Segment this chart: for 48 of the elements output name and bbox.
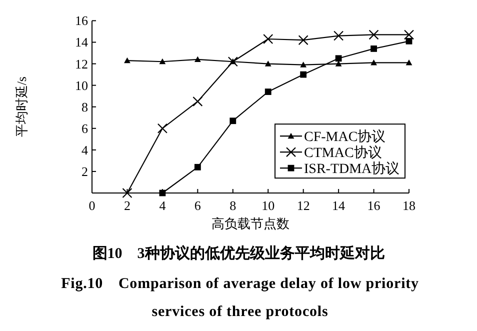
x-tick-label: 16 [367, 198, 381, 213]
y-tick-label: 12 [75, 56, 88, 72]
y-tick-label: 6 [82, 120, 88, 136]
x-tick-label: 18 [402, 198, 416, 213]
point [230, 118, 236, 124]
point [157, 123, 168, 134]
point [406, 60, 412, 66]
point [263, 34, 274, 44]
x-tick-label: 10 [262, 198, 275, 213]
point [264, 60, 272, 66]
x-tick-label: 12 [296, 198, 310, 213]
point [264, 88, 272, 95]
x-tick-label: 2 [124, 198, 130, 213]
x-tick-label: 8 [230, 198, 236, 213]
legend-label: CTMAC协议 [304, 145, 382, 162]
x-tick-label: 14 [332, 198, 346, 213]
point [300, 71, 307, 78]
point [122, 188, 132, 198]
point [406, 38, 412, 44]
text: Fig.10 Comparison of average delay of low priority services of three protocols [60, 275, 420, 322]
point [368, 30, 379, 40]
legend-label: ISR-TDMA协议 [304, 161, 400, 178]
point [334, 30, 344, 41]
legend-label: CF-MAC协议 [304, 129, 386, 146]
point [335, 60, 342, 66]
y-tick-label: 14 [75, 34, 88, 50]
point [192, 96, 203, 106]
text: 图10 3种协议的低优先级业务平均时延对比 [91, 244, 386, 263]
point [404, 30, 414, 40]
y-tick-label: 16 [75, 13, 88, 28]
point [194, 164, 201, 170]
point [194, 56, 201, 62]
y-tick-label: 8 [82, 99, 88, 114]
point [124, 57, 130, 64]
y-tick-label: 10 [75, 78, 88, 93]
point [335, 55, 342, 62]
x-axis-title: 高负载节点数 [212, 216, 290, 231]
point [159, 58, 166, 64]
point [298, 35, 308, 46]
x-tick-label: 0 [88, 198, 96, 213]
point [370, 46, 377, 52]
x-tick-label: 6 [194, 198, 202, 213]
y-tick-label: 4 [82, 142, 88, 158]
y-axis-title: 平均时延/s [14, 76, 29, 138]
point [300, 62, 307, 68]
y-tick-label: 2 [82, 164, 88, 179]
x-tick-label: 4 [159, 198, 166, 213]
point [370, 60, 377, 66]
